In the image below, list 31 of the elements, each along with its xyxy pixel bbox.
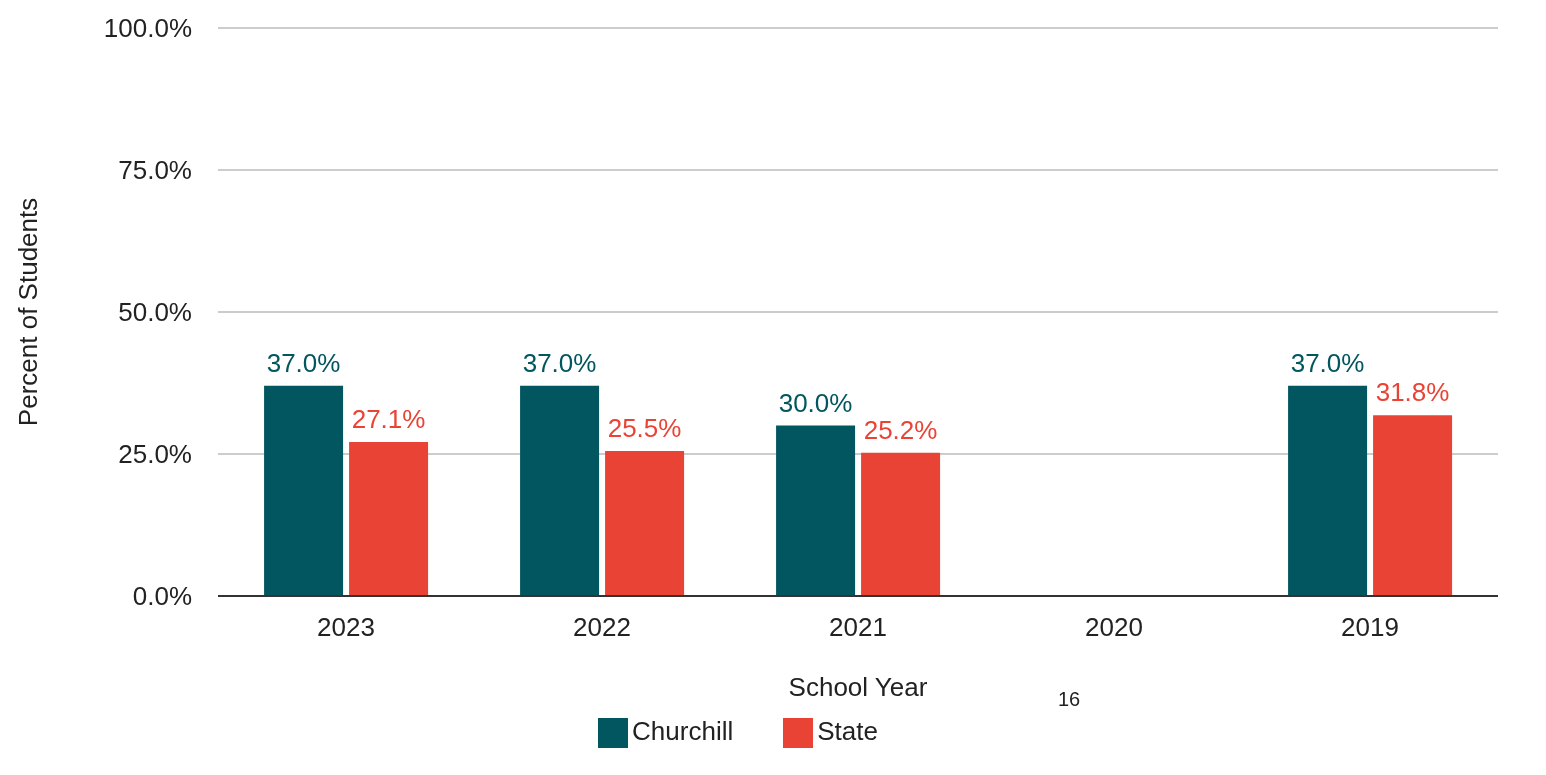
- bar: [776, 425, 856, 596]
- x-tick-label: 2023: [317, 612, 375, 643]
- legend-label: State: [817, 715, 878, 746]
- y-axis-title: Percent of Students: [13, 197, 44, 427]
- data-label: 25.5%: [607, 413, 682, 444]
- x-tick-label: 2021: [829, 612, 887, 643]
- data-label: 27.1%: [351, 403, 426, 434]
- data-label: 30.0%: [778, 387, 853, 418]
- bar: [349, 441, 429, 596]
- bar: [1288, 385, 1368, 596]
- y-tick-label: 75.0%: [118, 155, 192, 186]
- bar: [1373, 415, 1453, 596]
- legend-label: Churchill: [632, 715, 734, 746]
- y-tick-label: 50.0%: [118, 297, 192, 328]
- x-tick-label: 2019: [1341, 612, 1399, 643]
- data-label: 37.0%: [1290, 347, 1365, 378]
- data-label: 37.0%: [266, 347, 341, 378]
- x-axis-title: School Year: [788, 671, 928, 702]
- text: 16: [1058, 688, 1081, 711]
- bar: [605, 451, 685, 596]
- y-tick-label: 0.0%: [132, 581, 192, 612]
- y-tick-label: 25.0%: [118, 439, 192, 470]
- x-tick-label: 2020: [1085, 612, 1143, 643]
- data-label: 37.0%: [522, 347, 597, 378]
- x-tick-label: 2022: [573, 612, 631, 643]
- bar: [861, 452, 941, 596]
- bar: [264, 385, 344, 596]
- bar: [520, 385, 600, 596]
- data-label: 25.2%: [863, 414, 938, 445]
- data-label: 31.8%: [1375, 377, 1450, 408]
- y-tick-label: 100.0%: [103, 13, 192, 44]
